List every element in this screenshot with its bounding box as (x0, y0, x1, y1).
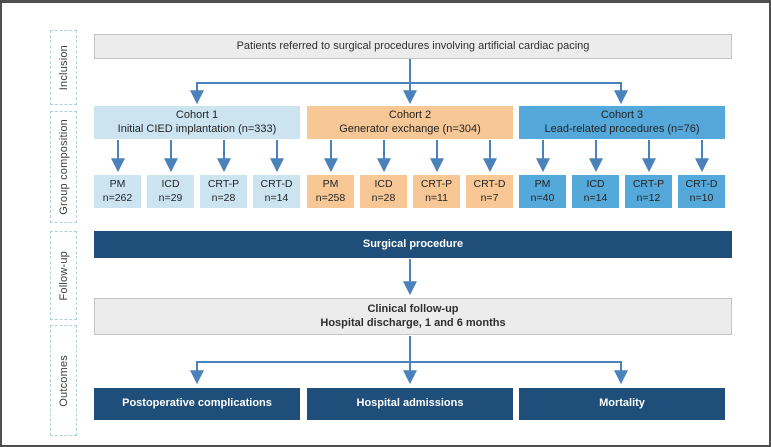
section-label-outcomes: Outcomes (50, 325, 77, 436)
cohort-title: Cohort 1 (175, 108, 219, 121)
surgical-procedure-bar: Surgical procedure (94, 231, 732, 258)
cohort-1-box: Cohort 1 Initial CIED implantation (n=33… (94, 106, 300, 139)
cohort-subtitle: Generator exchange (n=304) (339, 122, 481, 135)
group-box-crtp: CRT-P n=11 (413, 175, 460, 208)
group-label: ICD (161, 178, 180, 191)
group-box-crtp: CRT-P n=28 (200, 175, 247, 208)
group-n: n=12 (636, 191, 661, 204)
group-n: n=7 (480, 191, 499, 204)
group-n: n=28 (371, 191, 396, 204)
group-label: PM (534, 178, 551, 191)
group-label: PM (322, 178, 339, 191)
flow-arrows (111, 59, 709, 385)
group-box-icd: ICD n=14 (572, 175, 619, 208)
group-label: ICD (586, 178, 605, 191)
section-label-text: Group composition (57, 119, 70, 215)
outcome-hospital-admissions: Hospital admissions (307, 388, 513, 420)
cohort-subtitle: Initial CIED implantation (n=333) (117, 122, 277, 135)
group-label: PM (109, 178, 126, 191)
group-n: n=14 (583, 191, 608, 204)
group-label: ICD (374, 178, 393, 191)
group-n: n=29 (158, 191, 183, 204)
cohort-subtitle: Lead-related procedures (n=76) (544, 122, 700, 135)
section-label-inclusion: Inclusion (50, 30, 77, 105)
group-label: CRT-P (632, 178, 665, 191)
group-box-crtd: CRT-D n=7 (466, 175, 513, 208)
group-n: n=28 (211, 191, 236, 204)
outcome-label: Mortality (599, 397, 645, 410)
outcome-label: Hospital admissions (356, 397, 464, 410)
group-box-crtd: CRT-D n=10 (678, 175, 725, 208)
follow-up-line1: Clinical follow-up (367, 302, 459, 315)
section-label-text: Follow-up (57, 250, 70, 301)
group-label: CRT-D (473, 178, 506, 191)
group-n: n=14 (264, 191, 289, 204)
group-box-icd: ICD n=29 (147, 175, 194, 208)
cohort-2-groups: PM n=258 ICD n=28 CRT-P n=11 CRT-D n=7 (307, 175, 513, 208)
section-label-text: Inclusion (57, 44, 70, 91)
group-label: CRT-D (685, 178, 718, 191)
group-label: CRT-P (207, 178, 240, 191)
inclusion-box: Patients referred to surgical procedures… (94, 34, 732, 59)
inclusion-text: Patients referred to surgical procedures… (236, 39, 590, 52)
group-n: n=262 (102, 191, 133, 204)
group-box-pm: PM n=258 (307, 175, 354, 208)
outcome-label: Postoperative complications (122, 397, 272, 410)
cohort-2-box: Cohort 2 Generator exchange (n=304) (307, 106, 513, 139)
group-n: n=40 (530, 191, 555, 204)
group-box-icd: ICD n=28 (360, 175, 407, 208)
group-box-crtd: CRT-D n=14 (253, 175, 300, 208)
outcome-postoperative-complications: Postoperative complications (94, 388, 300, 420)
follow-up-line2: Hospital discharge, 1 and 6 months (320, 316, 506, 329)
cohort-1-groups: PM n=262 ICD n=29 CRT-P n=28 CRT-D n=14 (94, 175, 300, 208)
cohort-title: Cohort 2 (388, 108, 432, 121)
section-label-follow-up: Follow-up (50, 231, 77, 320)
outcome-mortality: Mortality (519, 388, 725, 420)
section-label-group-composition: Group composition (50, 111, 77, 223)
group-box-pm: PM n=40 (519, 175, 566, 208)
group-n: n=10 (689, 191, 714, 204)
surgical-procedure-label: Surgical procedure (362, 237, 464, 250)
group-n: n=258 (315, 191, 346, 204)
cohort-title: Cohort 3 (600, 108, 644, 121)
clinical-follow-up-bar: Clinical follow-up Hospital discharge, 1… (94, 298, 732, 335)
group-label: CRT-P (420, 178, 453, 191)
group-box-pm: PM n=262 (94, 175, 141, 208)
group-label: CRT-D (260, 178, 293, 191)
group-box-crtp: CRT-P n=12 (625, 175, 672, 208)
section-label-text: Outcomes (57, 354, 70, 407)
cohort-3-groups: PM n=40 ICD n=14 CRT-P n=12 CRT-D n=10 (519, 175, 725, 208)
group-n: n=11 (425, 191, 448, 204)
cohort-3-box: Cohort 3 Lead-related procedures (n=76) (519, 106, 725, 139)
